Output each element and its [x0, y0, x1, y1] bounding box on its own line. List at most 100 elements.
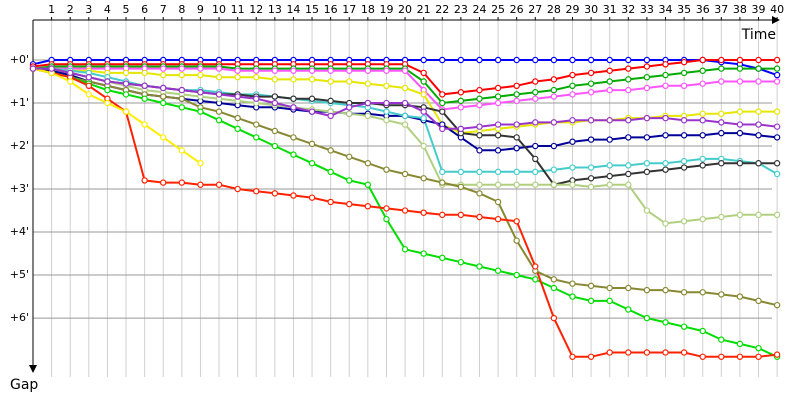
y-tick-label: +1' [10, 96, 29, 109]
point [401, 207, 409, 214]
point [383, 67, 390, 74]
y-tick-label: +5' [10, 268, 29, 281]
x-tick-label: 15 [305, 3, 319, 16]
point [327, 78, 334, 85]
point [680, 218, 688, 225]
point [718, 336, 725, 343]
point [643, 84, 651, 92]
point [290, 134, 297, 141]
point [736, 65, 744, 72]
point [699, 162, 706, 169]
point [457, 89, 465, 96]
point [513, 218, 520, 225]
point [346, 104, 353, 111]
point [494, 121, 502, 128]
point [773, 71, 781, 79]
point [364, 112, 372, 120]
point [773, 78, 781, 85]
point [290, 76, 297, 83]
point [587, 89, 595, 96]
point [755, 121, 762, 128]
point [699, 327, 706, 335]
point [569, 91, 576, 98]
point [234, 114, 241, 122]
point [773, 108, 781, 115]
point [625, 56, 632, 64]
point [457, 258, 465, 266]
point [476, 147, 483, 154]
point [736, 108, 744, 115]
x-tick-label: 34 [659, 3, 673, 16]
point [494, 132, 502, 139]
point [494, 215, 502, 223]
point [699, 215, 706, 223]
point [699, 289, 706, 296]
point [699, 67, 706, 74]
point [234, 67, 241, 74]
x-tick-label: 40 [770, 3, 784, 16]
point [587, 353, 595, 360]
point [755, 353, 762, 360]
point [532, 276, 539, 283]
point [718, 78, 725, 85]
point [773, 134, 781, 141]
point [736, 56, 744, 64]
point [569, 293, 576, 300]
point [587, 56, 595, 64]
point [736, 340, 744, 348]
point [271, 99, 279, 107]
point [234, 74, 241, 81]
x-tick-label: 10 [212, 3, 226, 16]
point [420, 91, 427, 98]
point [699, 132, 706, 139]
point [197, 89, 204, 96]
point [401, 84, 409, 92]
point [215, 91, 223, 98]
point [271, 190, 279, 197]
point [569, 280, 576, 287]
point [85, 82, 93, 90]
point [439, 211, 446, 219]
x-tick-label: 16 [324, 3, 338, 16]
point [141, 121, 148, 128]
point [532, 89, 539, 96]
point [383, 82, 390, 90]
point [327, 198, 334, 206]
point [773, 301, 781, 309]
point [271, 76, 279, 83]
x-tick-label: 6 [141, 3, 148, 16]
point [253, 95, 260, 102]
point [773, 123, 781, 130]
point [643, 63, 651, 70]
point [606, 181, 613, 188]
point [271, 67, 279, 74]
point [401, 121, 409, 128]
point [308, 160, 316, 167]
point [625, 162, 632, 169]
x-tick-label: 8 [178, 3, 185, 16]
point [420, 209, 427, 216]
point [662, 286, 669, 294]
point [643, 314, 651, 322]
point [122, 69, 130, 77]
point [476, 101, 483, 109]
point [736, 129, 744, 137]
point [718, 56, 725, 64]
x-tick-label: 39 [752, 3, 766, 16]
point [308, 76, 316, 83]
point [587, 136, 595, 143]
point [271, 93, 279, 100]
point [122, 91, 130, 98]
y-tick-label: +4' [10, 225, 29, 238]
point [439, 168, 446, 176]
point [662, 114, 669, 122]
point [308, 194, 316, 201]
point [215, 74, 223, 81]
point [532, 56, 539, 64]
point [755, 108, 762, 115]
point [699, 110, 706, 117]
point [346, 67, 353, 74]
point [662, 132, 669, 139]
point [327, 97, 334, 105]
point [550, 56, 558, 64]
